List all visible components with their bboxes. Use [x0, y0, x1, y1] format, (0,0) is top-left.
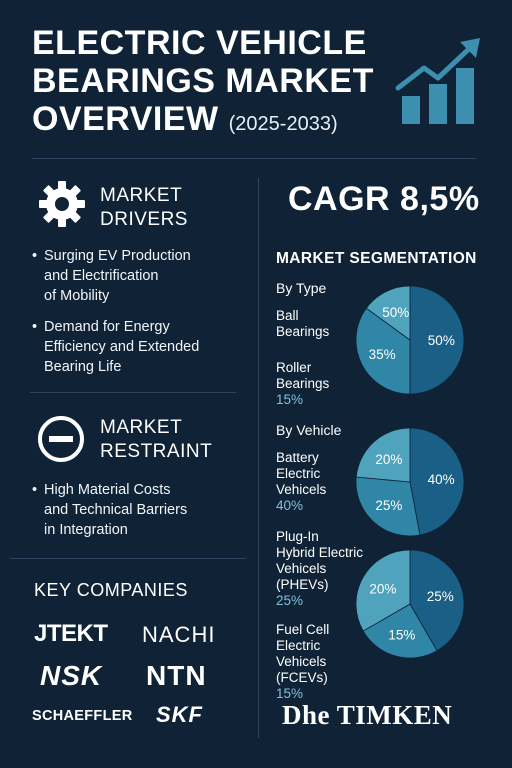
gear-icon [39, 181, 85, 227]
drivers-heading-line-2: DRIVERS [100, 209, 188, 230]
label-bev: Battery Electric Vehicels 40% [276, 450, 372, 514]
pie-2-slice-1 [409, 427, 465, 536]
label-fcev-pct: 15% [276, 686, 304, 701]
minus-circle-icon [38, 416, 84, 462]
companies-heading: KEY COMPANIES [34, 580, 188, 600]
label-fcev-line-2: Electric [276, 638, 321, 653]
logo-schaeffler: SCHAEFFLER [32, 708, 133, 724]
driver-item-2-line-3: Bearing Life [44, 359, 122, 375]
restraint-divider [10, 558, 246, 559]
drivers-divider [30, 392, 236, 393]
title-years: (2025-2033) [228, 113, 338, 135]
driver-item-2-line-2: Efficiency and Extended [44, 339, 200, 355]
pie-1-slice-3-label: 50% [382, 305, 409, 320]
label-roller-bearings-pct: 15% [276, 392, 304, 407]
by-type-heading: By Type [276, 280, 327, 296]
page-title: ELECTRIC VEHICLE BEARINGS MARKET OVERVIE… [32, 24, 392, 143]
header-divider [32, 158, 476, 159]
pie-3-slice-2 [362, 603, 438, 659]
pie-3-slice-3-label: 20% [369, 581, 396, 596]
label-roller-bearings: Roller Bearings 15% [276, 360, 372, 408]
label-bev-line-1: Battery [276, 450, 319, 465]
logo-skf: SKF [156, 702, 203, 727]
driver-item-1: Surging EV Production and Electrificatio… [30, 246, 240, 306]
pie-2-slice-2-label: 25% [375, 498, 402, 513]
pie-3-slice-2-label: 15% [388, 627, 415, 642]
label-bev-pct: 40% [276, 498, 304, 513]
label-phev-line-4: (PHEVs) [276, 577, 329, 592]
logo-nsk: NSK [40, 660, 103, 691]
by-vehicle-heading: By Vehicle [276, 422, 342, 438]
growth-chart-icon [395, 38, 480, 124]
label-fcev-line-3: Vehicels (FCEVs) [276, 654, 328, 685]
label-ball-bearings-line-2: Bearings [276, 324, 330, 339]
pie-2-slice-1-label: 40% [428, 472, 455, 487]
label-phev: Plug-In Hybrid Electric Vehicels (PHEVs)… [276, 529, 372, 609]
label-fcev: Fuel Cell Electric Vehicels (FCEVs) 15% [276, 622, 372, 702]
restraint-item-1-line-3: in Integration [44, 522, 128, 538]
driver-item-1-line-1: Surging EV Production [44, 248, 191, 264]
pie-1-slice-1 [409, 285, 465, 395]
restraint-heading-line-2: RESTRAINT [100, 441, 213, 462]
label-phev-line-1: Plug-In [276, 529, 319, 544]
pie-1-slice-3 [365, 285, 411, 341]
label-bev-line-3: Vehicels [276, 482, 327, 497]
label-ball-bearings: Ball Bearings [276, 308, 372, 340]
driver-item-2-line-1: Demand for Energy [44, 319, 170, 335]
pie-1-slice-1-label: 50% [428, 333, 455, 348]
pie-3-slice-1 [409, 549, 465, 652]
label-phev-line-2: Hybrid Electric [276, 545, 364, 560]
pie-1-slice-2-label: 35% [369, 347, 396, 362]
label-roller-bearings-line-2: Bearings [276, 376, 330, 391]
label-roller-bearings-line-1: Roller [276, 360, 312, 375]
column-divider [258, 178, 259, 738]
pie-3-slice-1-label: 25% [427, 589, 454, 604]
logo-timken: Dhe TIMKEN [282, 700, 453, 730]
drivers-heading-line-1: MARKET [100, 185, 183, 206]
driver-item-2: Demand for Energy Efficiency and Extende… [30, 317, 240, 377]
restraint-heading-line-1: MARKET [100, 417, 183, 438]
logo-ntn: NTN [146, 660, 207, 691]
label-phev-pct: 25% [276, 593, 304, 608]
driver-item-1-line-3: of Mobility [44, 288, 110, 304]
title-line-3-text: OVERVIEW [32, 100, 219, 138]
driver-item-1-line-2: and Electrification [44, 268, 159, 284]
logo-nachi: NACHI [142, 622, 216, 647]
drivers-heading: MARKET DRIVERS [100, 184, 188, 232]
pie-2-slice-3-label: 20% [375, 452, 402, 467]
cagr-value: CAGR 8,5% [288, 180, 480, 218]
restraint-heading: MARKET RESTRAINT [100, 416, 212, 464]
title-line-2: BEARINGS MARKET [32, 62, 374, 100]
logo-jtekt: JTEKT [34, 620, 108, 647]
label-fcev-line-1: Fuel Cell [276, 622, 330, 637]
label-ball-bearings-line-1: Ball [276, 308, 299, 323]
segmentation-heading: MARKET SEGMENTATION [276, 250, 477, 267]
restraint-item-1: High Material Costs and Technical Barrie… [30, 480, 240, 540]
title-line-3: OVERVIEW (2025-2033) [32, 100, 392, 143]
title-line-1: ELECTRIC VEHICLE [32, 24, 367, 62]
restraint-item-1-line-2: and Technical Barriers [44, 502, 188, 518]
label-phev-line-3: Vehicels [276, 561, 327, 576]
label-bev-line-2: Electric [276, 466, 321, 481]
restraint-item-1-line-1: High Material Costs [44, 482, 171, 498]
